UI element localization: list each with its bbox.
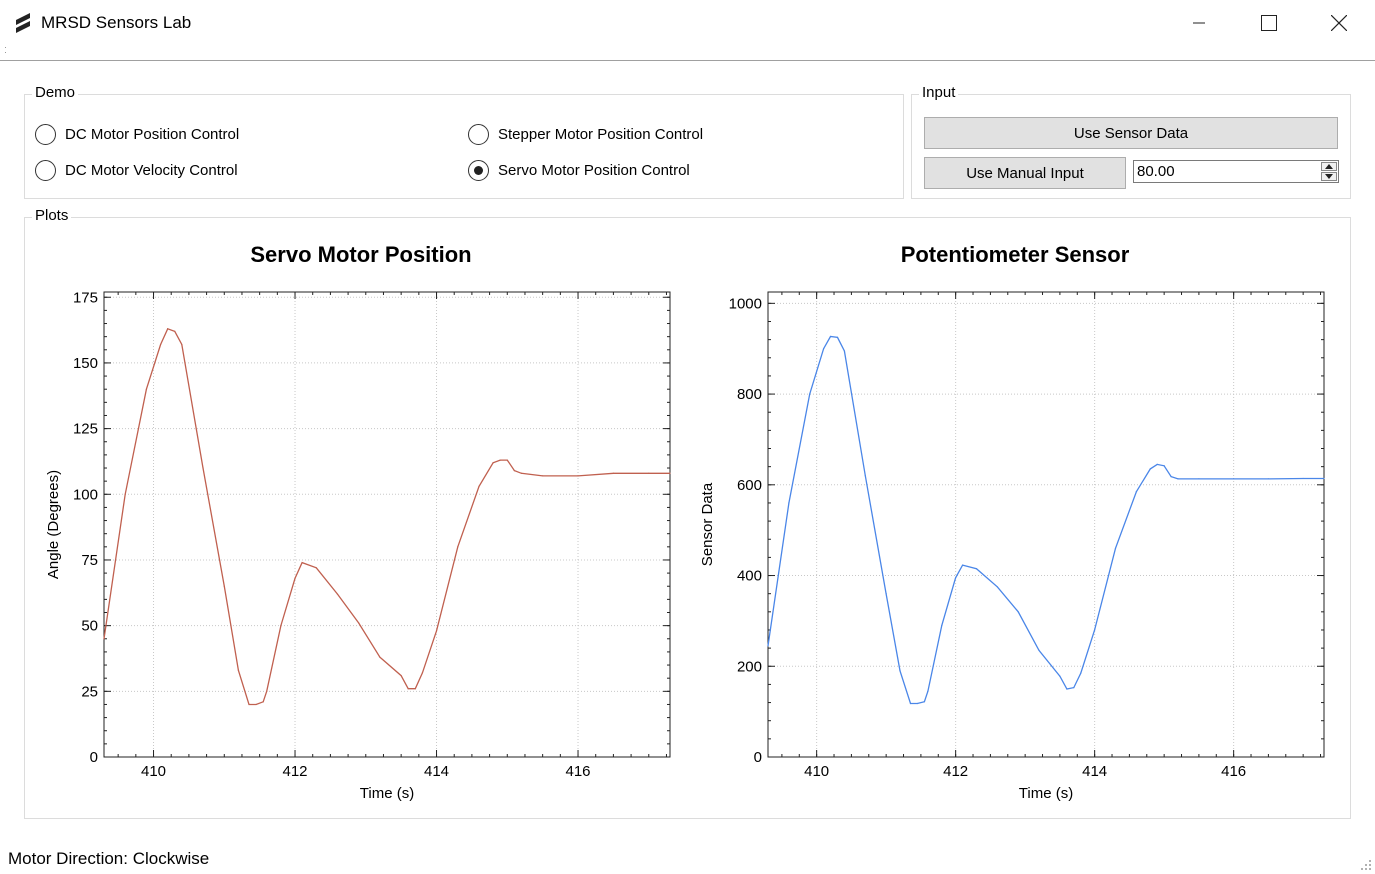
spin-down-button[interactable] [1321, 172, 1337, 181]
manual-input-spinbox[interactable]: 80.00 [1133, 160, 1339, 183]
servo-series-line-0 [103, 327, 670, 706]
radio-stepper-position[interactable]: Stepper Motor Position Control [468, 123, 703, 145]
servo-data-point-24 [421, 672, 423, 674]
status-text: Motor Direction: Clockwise [8, 849, 210, 868]
servo-xtick-label-0: 410 [141, 763, 166, 780]
servo-ytick-label-6: 150 [73, 355, 98, 372]
servo-ytick-label-0: 0 [90, 749, 98, 766]
servo-data-point-25 [435, 630, 438, 632]
spin-up-button[interactable] [1321, 162, 1337, 171]
servo-data-point-6 [181, 343, 183, 346]
servo-ytick-label-5: 125 [73, 421, 98, 438]
servo-data-point-27 [478, 485, 480, 488]
toolbar-grip-icon[interactable]: · · [4, 42, 7, 57]
servo-data-point-11 [255, 703, 257, 706]
close-button[interactable] [1304, 0, 1374, 46]
radio-stepper-position-indicator[interactable] [468, 123, 489, 145]
plots-group-title: Plots [32, 207, 72, 224]
servo-data-point-1 [124, 493, 126, 495]
minimize-button[interactable] [1164, 0, 1234, 46]
servo-data-point-23 [414, 688, 416, 690]
servo-plot-frame [103, 291, 671, 758]
servo-data-point-28 [492, 462, 494, 464]
radio-dc-position-indicator[interactable] [35, 123, 56, 145]
servo-data-point-36 [648, 472, 650, 474]
maximize-button[interactable] [1234, 0, 1304, 46]
servo-data-point-17 [315, 567, 317, 569]
servo-data-point-29 [499, 459, 501, 461]
servo-data-point-30 [506, 459, 508, 461]
radio-servo-position-label: Servo Motor Position Control [498, 161, 690, 179]
servo-data-point-3 [160, 343, 162, 346]
servo-data-point-26 [457, 546, 459, 548]
radio-servo-position-indicator[interactable] [468, 159, 489, 181]
chevron-up-icon [1325, 164, 1333, 169]
servo-xaxis-label: Time (s) [360, 785, 414, 802]
servo-data-point-2 [145, 388, 148, 390]
plots-groupbox: Plots [24, 207, 1351, 819]
servo-data-point-32 [520, 472, 523, 474]
radio-dc-velocity[interactable]: DC Motor Velocity Control [35, 159, 238, 181]
servo-data-point-12 [262, 701, 264, 703]
servo-data-point-16 [301, 561, 303, 564]
demo-group-title: Demo [32, 84, 79, 101]
servo-data-point-35 [612, 472, 615, 474]
input-group-title: Input [919, 84, 959, 101]
servo-data-point-18 [336, 593, 339, 595]
maximize-icon [1261, 15, 1277, 31]
servo-data-point-31 [513, 470, 515, 472]
chevron-down-icon [1325, 174, 1333, 179]
sensor-plot-title: Potentiometer Sensor [900, 242, 1130, 267]
servo-yaxis-label: Angle (Degrees) [45, 470, 62, 579]
servo-ytick-label-1: 25 [81, 683, 98, 700]
servo-data-point-10 [248, 703, 250, 706]
servo-plot-title: Servo Motor Position [250, 242, 472, 267]
servo-ytick-label-4: 100 [73, 486, 98, 503]
close-icon [1331, 15, 1347, 31]
servo-data-point-37 [669, 472, 671, 474]
minimize-icon [1193, 22, 1205, 24]
servo-xtick-label-1: 412 [283, 763, 308, 780]
radio-dc-position[interactable]: DC Motor Position Control [35, 123, 239, 145]
servo-data-point-4 [167, 328, 169, 330]
servo-data-point-20 [379, 656, 381, 658]
servo-data-point-5 [174, 330, 176, 333]
manual-input-value[interactable]: 80.00 [1137, 163, 1175, 180]
input-groupbox: Input Use Sensor Data Use Manual Input 8… [911, 84, 1351, 199]
servo-xtick-label-2: 414 [424, 763, 449, 780]
radio-servo-position[interactable]: Servo Motor Position Control [468, 159, 690, 181]
app-logo-icon [16, 13, 30, 33]
servo-data-point-34 [577, 475, 579, 477]
servo-data-point-15 [294, 577, 296, 579]
use-sensor-data-button[interactable]: Use Sensor Data [924, 117, 1338, 149]
servo-xtick-label-3: 416 [566, 763, 591, 780]
servo-data-point-0 [103, 638, 105, 640]
title-separator [0, 60, 1375, 61]
servo-ytick-label-7: 175 [73, 289, 98, 306]
servo-data-point-21 [400, 674, 402, 677]
servo-data-point-22 [407, 688, 409, 690]
servo-ytick-label-3: 75 [81, 552, 98, 569]
radio-dc-velocity-label: DC Motor Velocity Control [65, 161, 238, 179]
window-title: MRSD Sensors Lab [41, 13, 192, 32]
resize-grip-icon[interactable] [1360, 859, 1372, 871]
radio-dc-velocity-indicator[interactable] [35, 159, 56, 181]
spin-arrows[interactable] [1321, 162, 1337, 181]
servo-data-point-33 [542, 475, 544, 477]
servo-data-point-14 [280, 625, 282, 627]
radio-dc-position-label: DC Motor Position Control [65, 125, 240, 143]
radio-stepper-position-label: Stepper Motor Position Control [498, 125, 704, 143]
servo-data-point-19 [358, 622, 360, 624]
servo-data-point-9 [237, 669, 240, 671]
servo-ytick-label-2: 50 [81, 618, 98, 635]
use-manual-input-button[interactable]: Use Manual Input [924, 157, 1126, 189]
servo-data-point-13 [266, 690, 268, 692]
servo-data-point-8 [223, 585, 225, 587]
demo-groupbox: Demo DC Motor Position Control DC Motor … [24, 84, 904, 199]
title-bar: MRSD Sensors Lab [0, 0, 1375, 46]
servo-data-point-7 [202, 467, 204, 469]
